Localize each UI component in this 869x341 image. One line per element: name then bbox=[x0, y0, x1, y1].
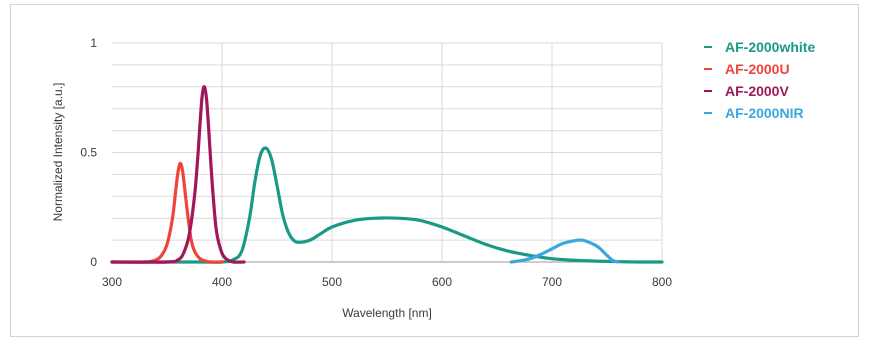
x-tick-label: 400 bbox=[212, 275, 232, 289]
legend-label: AF-2000NIR bbox=[725, 105, 804, 121]
legend-label: AF-2000U bbox=[725, 61, 790, 77]
y-tick-labels: 00.51 bbox=[80, 36, 97, 269]
x-tick-label: 700 bbox=[542, 275, 562, 289]
series-line-af-2000u bbox=[110, 161, 224, 264]
legend: AF-2000white AF-2000U AF-2000V AF-2000NIR bbox=[704, 39, 815, 121]
grid-lines bbox=[112, 42, 663, 262]
legend-label: AF-2000V bbox=[725, 83, 789, 99]
series-line-af-2000nir bbox=[509, 238, 620, 264]
x-tick-labels: 300 400 500 600 700 800 bbox=[102, 275, 672, 289]
series-curves bbox=[110, 85, 664, 264]
y-tick-label: 1 bbox=[90, 36, 97, 50]
x-tick-label: 600 bbox=[432, 275, 452, 289]
series-line-af-2000v bbox=[110, 85, 246, 264]
y-axis-label: Normalized Intensity [a.u.] bbox=[51, 83, 65, 222]
x-tick-label: 300 bbox=[102, 275, 122, 289]
x-tick-label: 500 bbox=[322, 275, 342, 289]
x-tick-label: 800 bbox=[652, 275, 672, 289]
y-tick-label: 0 bbox=[90, 255, 97, 269]
series-line-af-2000white bbox=[110, 146, 664, 264]
x-axis-label: Wavelength [nm] bbox=[342, 306, 432, 320]
legend-label: AF-2000white bbox=[725, 39, 815, 55]
chart-frame bbox=[10, 4, 859, 337]
y-tick-label: 0.5 bbox=[80, 146, 97, 160]
